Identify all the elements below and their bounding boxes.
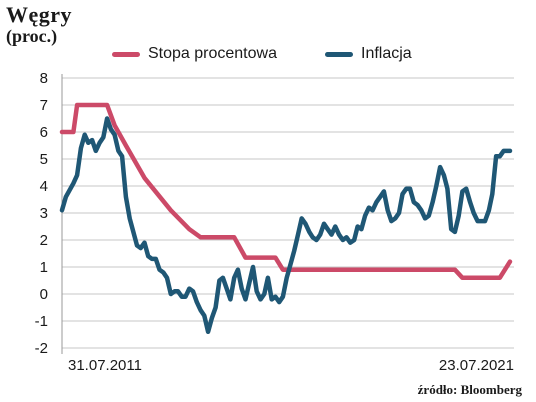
chart-title: Węgry: [6, 2, 73, 27]
y-tick-label--1: -1: [35, 313, 48, 330]
source-note: źródło: Bloomberg: [417, 382, 522, 397]
legend-item-inflation: Inflacja: [325, 45, 412, 63]
y-tick-label-5: 5: [40, 151, 48, 168]
legend-swatch-rate: [112, 51, 140, 57]
y-tick-label-0: 0: [40, 286, 48, 303]
legend-label-rate: Stopa procentowa: [148, 45, 277, 62]
y-tick-label-4: 4: [40, 178, 48, 195]
series-line-inflation: [59, 116, 513, 335]
y-tick-label-1: 1: [40, 259, 48, 276]
legend-label-inflation: Inflacja: [361, 45, 412, 62]
legend-swatch-inflation: [325, 51, 353, 57]
x-label-end: 23.07.2021: [439, 357, 514, 374]
x-label-start: 31.07.2011: [68, 357, 142, 374]
y-tick-label-6: 6: [40, 124, 48, 141]
legend-item-rate: Stopa procentowa: [112, 45, 277, 63]
y-tick-label-2: 2: [40, 232, 48, 249]
y-tick-label--2: -2: [35, 340, 48, 357]
y-tick-label-8: 8: [40, 70, 48, 87]
series-line-rate: [59, 102, 513, 281]
y-tick-label-7: 7: [40, 97, 48, 114]
chart-subtitle: (proc.): [6, 26, 58, 46]
y-tick-label-3: 3: [40, 205, 48, 222]
